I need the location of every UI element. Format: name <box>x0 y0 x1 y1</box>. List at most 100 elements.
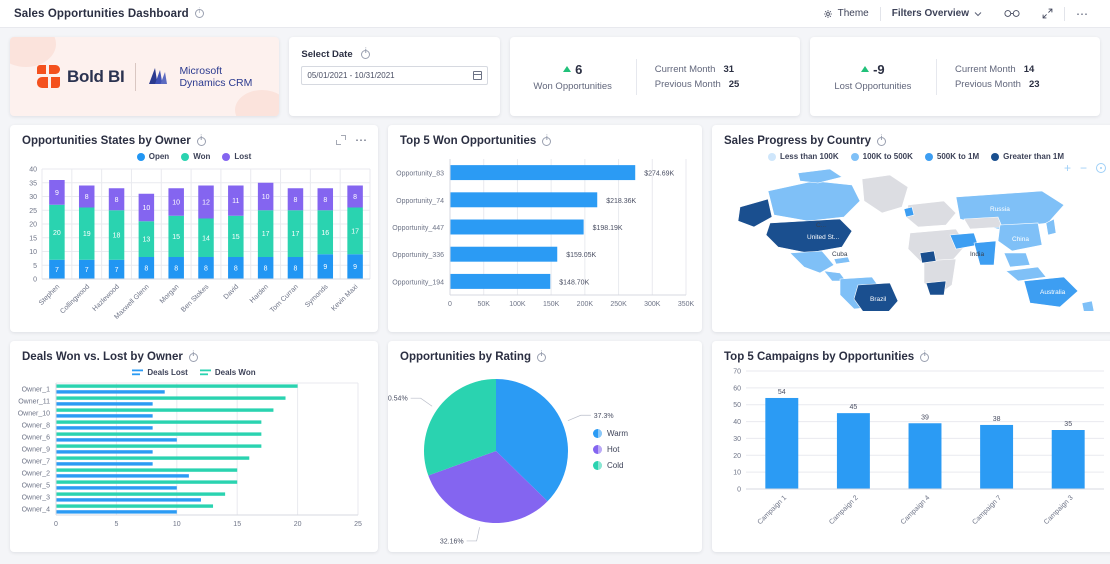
bar-segment-lost[interactable] <box>49 180 65 205</box>
fullscreen-button[interactable] <box>1031 0 1064 28</box>
bar[interactable] <box>908 423 942 489</box>
bar-segment-open[interactable] <box>347 254 363 279</box>
bar-deals-lost[interactable] <box>56 426 153 430</box>
bar-deals-lost[interactable] <box>56 510 177 514</box>
map-region-new-zealand[interactable] <box>1081 300 1095 314</box>
bar-deals-lost[interactable] <box>56 438 177 442</box>
info-icon[interactable] <box>196 135 206 146</box>
bar-segment-won[interactable] <box>198 218 214 258</box>
bar-segment-won[interactable] <box>257 210 274 257</box>
expand-icon[interactable] <box>336 135 346 145</box>
bar-deals-won[interactable] <box>56 468 238 472</box>
more-options-button[interactable]: ⋯ <box>1065 0 1100 28</box>
map-region-united-states[interactable] <box>765 218 853 254</box>
bar-deals-lost[interactable] <box>56 390 165 394</box>
legend-item-hot[interactable]: Hot <box>593 445 628 454</box>
bar-segment-won[interactable] <box>78 207 95 260</box>
bar-segment-won[interactable] <box>287 210 304 257</box>
map-region-greenland[interactable] <box>861 174 909 214</box>
bar-segment-won[interactable] <box>108 210 125 260</box>
bar-deals-lost[interactable] <box>56 402 153 406</box>
map-reset-icon[interactable] <box>1096 163 1106 173</box>
bar-deals-won[interactable] <box>56 420 262 424</box>
bar-segment-lost[interactable] <box>198 185 214 219</box>
bar-deals-won[interactable] <box>56 384 298 388</box>
info-icon[interactable] <box>920 351 930 362</box>
bar-deals-lost[interactable] <box>56 498 201 502</box>
info-icon[interactable] <box>194 8 204 18</box>
date-filter-info-icon[interactable] <box>361 48 371 59</box>
bar-segment-won[interactable] <box>317 210 334 255</box>
bar-segment-open[interactable] <box>287 257 304 279</box>
more-icon[interactable]: ⋯ <box>355 133 368 147</box>
bar-segment-lost[interactable] <box>228 185 244 216</box>
pie-slice-cold[interactable] <box>424 379 496 476</box>
bar-segment-lost[interactable] <box>78 185 95 208</box>
bar-deals-lost[interactable] <box>56 486 177 490</box>
legend-item-deals-won[interactable]: Deals Won <box>199 368 256 377</box>
map-region-uk[interactable] <box>903 206 915 218</box>
bar-deals-won[interactable] <box>56 480 238 484</box>
info-icon[interactable] <box>536 351 546 362</box>
map-region-south-africa[interactable] <box>925 280 947 296</box>
bar-segment-lost[interactable] <box>257 182 274 211</box>
bar-segment-open[interactable] <box>138 257 155 279</box>
bar-deals-won[interactable] <box>56 408 274 412</box>
legend-item-100k-500k[interactable]: 100K to 500K <box>850 152 913 161</box>
bar-segment-lost[interactable] <box>317 188 334 211</box>
bar[interactable] <box>765 397 799 489</box>
theme-button[interactable]: Theme <box>812 0 880 28</box>
legend-item-lost[interactable]: Lost <box>222 152 251 161</box>
bar-deals-lost[interactable] <box>56 462 153 466</box>
bar-deals-won[interactable] <box>56 456 250 460</box>
map-zoom-out-icon[interactable]: − <box>1079 161 1087 175</box>
legend-item-less-100k[interactable]: Less than 100K <box>767 152 839 161</box>
info-icon[interactable] <box>188 351 198 362</box>
map-region-kazakhstan[interactable] <box>963 216 1003 230</box>
legend-item-greater-1m[interactable]: Greater than 1M <box>991 152 1064 161</box>
map-region-indonesia[interactable] <box>1005 266 1047 282</box>
bar-deals-won[interactable] <box>56 492 226 496</box>
map-region-canada[interactable] <box>767 180 861 222</box>
bar-segment-won[interactable] <box>228 215 244 257</box>
bar-deals-won[interactable] <box>56 504 214 508</box>
bar-segment-lost[interactable] <box>287 188 304 211</box>
map-region-china[interactable] <box>997 222 1043 252</box>
map-zoom-in-icon[interactable]: + <box>1063 161 1071 175</box>
bar-deals-lost[interactable] <box>56 474 189 478</box>
map-region-cuba[interactable] <box>833 256 851 265</box>
map-region-canada-islands[interactable] <box>797 168 843 184</box>
bar-deals-won[interactable] <box>56 444 262 448</box>
bar-deals-lost[interactable] <box>56 414 153 418</box>
map-region-australia[interactable] <box>1023 276 1079 308</box>
bar[interactable] <box>450 219 584 235</box>
bar-deals-won[interactable] <box>56 432 262 436</box>
bar-deals-won[interactable] <box>56 396 286 400</box>
world-map[interactable]: C... United St... Cuba Russia China India Braz… <box>712 161 1110 346</box>
pie-slice-hot[interactable] <box>428 451 548 523</box>
legend-item-warm[interactable]: Warm <box>593 429 628 438</box>
bar-segment-won[interactable] <box>168 215 184 257</box>
map-region-mexico[interactable] <box>789 250 835 274</box>
bar-segment-open[interactable] <box>317 254 334 279</box>
bar-segment-open[interactable] <box>257 257 274 279</box>
bar-segment-open[interactable] <box>49 259 65 279</box>
bar-segment-won[interactable] <box>138 221 155 257</box>
bar-segment-open[interactable] <box>228 257 244 279</box>
bar-segment-open[interactable] <box>78 259 95 279</box>
calendar-icon[interactable] <box>472 71 482 80</box>
info-icon[interactable] <box>877 135 886 146</box>
bar-segment-lost[interactable] <box>108 188 125 211</box>
bar-segment-open[interactable] <box>168 257 184 279</box>
legend-item-deals-lost[interactable]: Deals Lost <box>132 368 188 377</box>
map-region-india[interactable] <box>973 240 997 266</box>
map-region-nigeria[interactable] <box>919 250 937 264</box>
bar[interactable] <box>1051 430 1085 489</box>
bar[interactable] <box>836 413 870 489</box>
bar[interactable] <box>450 273 551 289</box>
bar-segment-won[interactable] <box>49 204 65 260</box>
bar-segment-lost[interactable] <box>168 188 184 216</box>
map-region-alaska[interactable] <box>737 198 773 228</box>
bar-segment-lost[interactable] <box>347 185 363 208</box>
bar[interactable] <box>450 165 636 181</box>
